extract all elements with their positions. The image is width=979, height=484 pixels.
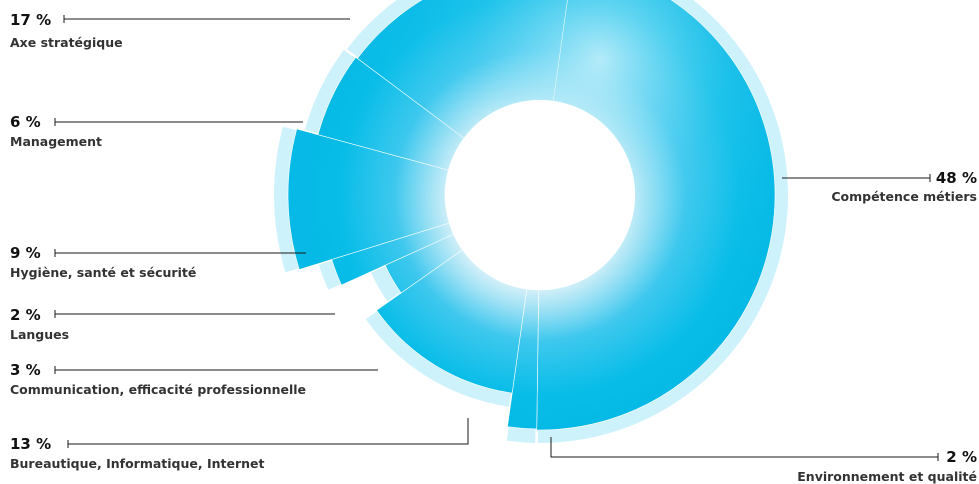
slice-sheen-communication-efficacite-professionnelle (385, 234, 463, 293)
value-label-management: 6 % (10, 113, 41, 131)
category-label-axe-strategique: Axe stratégique (10, 35, 123, 50)
leader-line-bureautique-informatique-internet (68, 418, 469, 445)
category-label-communication-efficacite-professionnelle: Communication, efficacité professionnell… (10, 382, 306, 397)
center-hole (445, 100, 635, 290)
donut-hole (445, 100, 635, 290)
slice-sheen-environnement-et-qualite (507, 289, 539, 429)
slice-rim-communication-efficacite-professionnelle (371, 265, 403, 302)
slice-sheen-competence-metiers (536, 0, 775, 430)
category-label-environnement-et-qualite: Environnement et qualité (797, 469, 977, 484)
value-label-hygiene-sante-et-securite: 9 % (10, 244, 41, 262)
category-label-competence-metiers: Compétence métiers (831, 189, 977, 204)
value-label-bureautique-informatique-internet: 13 % (10, 435, 51, 453)
slice-sheen-hygiene-sante-et-securite (288, 128, 450, 270)
category-label-hygiene-sante-et-securite: Hygiène, santé et sécurité (10, 265, 196, 280)
slice-labels: 48 % Compétence métiers 2 % Environnement e… (10, 11, 977, 484)
value-label-communication-efficacite-professionnelle: 3 % (10, 361, 41, 379)
slice-rim-langues (318, 259, 343, 290)
value-label-environnement-et-qualite: 2 % (946, 448, 977, 466)
leader-line-environnement-et-qualite (550, 437, 938, 458)
slice-rim-management (304, 49, 357, 135)
slices (287, 0, 776, 431)
slice-sheen-langues (331, 223, 454, 286)
value-label-competence-metiers: 48 % (936, 169, 977, 187)
slice-sheen-bureautique-informatique-internet (376, 249, 527, 394)
value-label-axe-strategique: 17 % (10, 11, 51, 29)
slice-sheen-management (318, 57, 464, 171)
category-label-management: Management (10, 134, 102, 149)
slice-rim-hygiene-sante-et-securite (274, 126, 301, 273)
slice-rim-environnement-et-qualite (506, 424, 536, 443)
slice-sheen-axe-strategique (357, 0, 568, 139)
value-label-langues: 2 % (10, 306, 41, 324)
category-label-bureautique-informatique-internet: Bureautique, Informatique, Internet (10, 456, 265, 471)
category-label-langues: Langues (10, 327, 69, 342)
slice-rim-axe-strategique (346, 0, 426, 59)
